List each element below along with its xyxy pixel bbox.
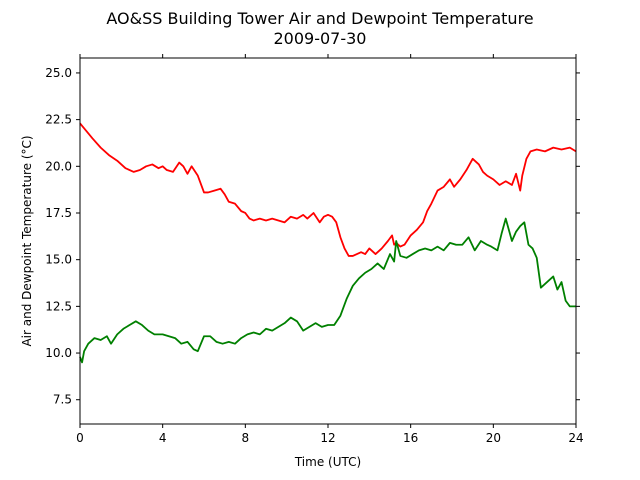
y-tick-label-4: 17.5 (45, 206, 72, 220)
series-line-0 (79, 122, 577, 257)
y-tick-label-1: 10.0 (45, 346, 72, 360)
chart-subtitle: 2009-07-30 (274, 29, 367, 48)
chart-title: AO&SS Building Tower Air and Dewpoint Te… (106, 9, 533, 28)
x-tick-label-6: 24 (568, 431, 583, 445)
plot-frame (79, 57, 577, 425)
x-axis-label: Time (UTC) (294, 455, 361, 469)
ticks-layer: 0 4 8 12 16 20 24 7.5 10.0 12.5 15.0 17.5 20.0 22.5 25… (45, 54, 584, 445)
y-tick-label-0: 7.5 (53, 393, 72, 407)
series-layer (79, 122, 577, 364)
series-line-1 (79, 217, 576, 364)
x-tick-label-5: 20 (486, 431, 501, 445)
x-tick-label-4: 16 (403, 431, 418, 445)
x-tick-label-1: 4 (159, 431, 167, 445)
y-tick-label-5: 20.0 (45, 159, 72, 173)
x-tick-label-2: 8 (242, 431, 250, 445)
plot-area (80, 58, 576, 424)
y-tick-label-7: 25.0 (45, 66, 72, 80)
x-tick-label-3: 12 (320, 431, 335, 445)
y-tick-label-3: 15.0 (45, 253, 72, 267)
y-axis-label: Air and Dewpoint Temperature (°C) (20, 135, 34, 346)
y-tick-label-2: 12.5 (45, 299, 72, 313)
y-tick-label-6: 22.5 (45, 113, 72, 127)
x-tick-label-0: 0 (76, 431, 84, 445)
